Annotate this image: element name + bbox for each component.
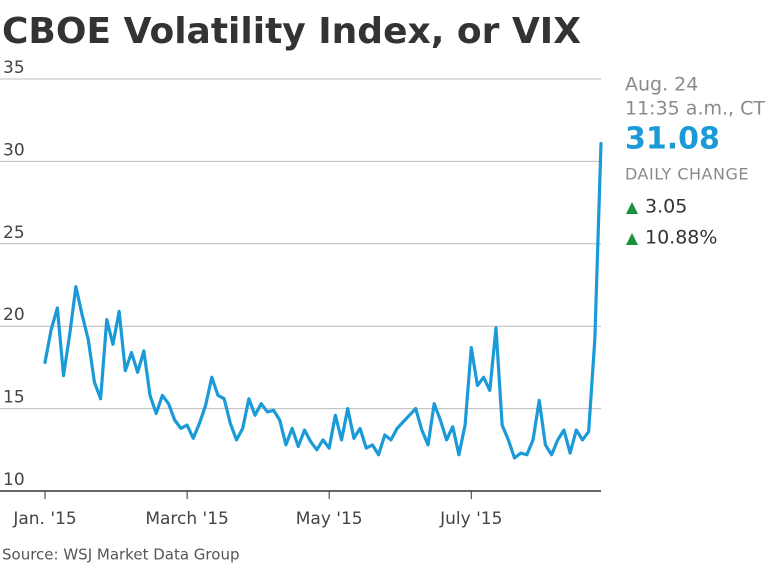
y-tick-label: 30	[3, 140, 25, 160]
x-tick-label: July '15	[439, 509, 502, 529]
y-tick-label: 10	[3, 470, 25, 490]
last-value: 31.08	[625, 122, 720, 157]
y-tick-label: 20	[3, 305, 25, 325]
source: Source: WSJ Market Data Group	[2, 546, 239, 564]
vix-line	[43, 142, 603, 460]
y-tick-label: 15	[3, 388, 25, 408]
up-arrow	[626, 233, 638, 245]
y-tick-label: 35	[3, 58, 25, 78]
y-tick-label: 25	[3, 223, 25, 243]
x-tick-label: March '15	[145, 509, 229, 529]
chart-title: CBOE Volatility Index, or VIX	[2, 11, 581, 52]
x-tick-label: Jan. '15	[12, 509, 76, 529]
x-tick-label: May '15	[296, 509, 363, 529]
change-percent: 10.88%	[645, 227, 717, 249]
change-label: DAILY CHANGE	[625, 165, 749, 184]
annotation-date: Aug. 24	[625, 74, 698, 96]
change-value: 3.05	[645, 196, 687, 218]
annotation-time: 11:35 a.m., CT	[625, 98, 765, 120]
up-arrow	[626, 202, 638, 214]
